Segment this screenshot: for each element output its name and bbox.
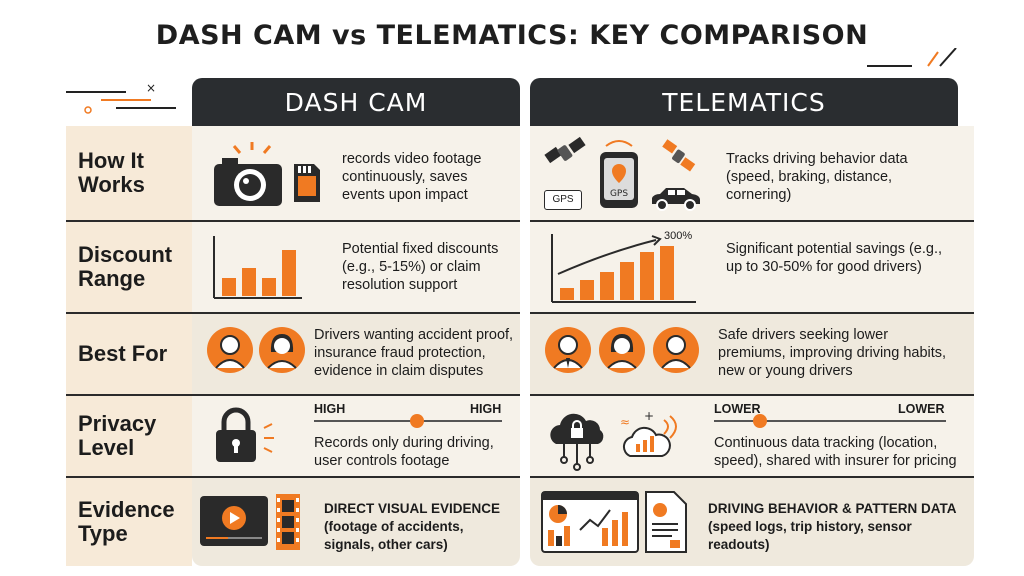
gps-label: GPS [610, 189, 628, 199]
person-icon [545, 327, 591, 373]
row-label-discount-range: Discount Range [66, 222, 192, 314]
decorative-lines-right [867, 48, 957, 67]
sd-card-icon [294, 164, 320, 202]
cloud-lock-icon [550, 413, 604, 471]
telematics-best-for-text: Safe drivers seeking lower premiums, imp… [718, 327, 947, 379]
dash-privacy-scale-knob [410, 414, 425, 428]
person-icon [207, 327, 253, 373]
report-icon [645, 491, 687, 553]
tele-privacy-scale-right: LOWER [898, 402, 945, 416]
satellite-icon [662, 139, 696, 172]
decorative-lines-left: × [66, 81, 176, 114]
dash-cam-privacy-level-cell: HIGH HIGH Records only during driving, u… [192, 396, 520, 478]
dash-cam-discount-range-cell: Potential fixed discounts (e.g., 5-15%) … [192, 222, 520, 314]
telematics-discount-range-cell: 300% Significant potential savings (e.g.… [530, 222, 974, 314]
telematics-how-it-works-text: Tracks driving behavior data (speed, bra… [726, 151, 908, 203]
telematics-privacy-level-text: Continuous data tracking (location, spee… [714, 435, 957, 469]
film-strip-icon [276, 494, 300, 550]
tele-privacy-scale-knob [753, 414, 768, 428]
column-header-telematics: TELEMATICS [530, 78, 958, 126]
tele-privacy-scale-track [714, 414, 946, 428]
dash-cam-privacy-level-text: Records only during driving, user contro… [314, 435, 494, 469]
dashboard-icon [541, 491, 639, 553]
video-player-icon [200, 496, 268, 546]
telematics-privacy-level-cell: ≈ + LOWER LOWER Continuous data tracking… [530, 396, 974, 478]
dash-cam-how-it-works-text: records video footage continuously, save… [342, 151, 482, 203]
row-label-privacy-level: Privacy Level [66, 396, 192, 478]
telematics-how-it-works-cell: GPS GPS Tracks driving behavior data (sp… [530, 126, 974, 222]
dash-cam-evidence-type-text: DIRECT VISUAL EVIDENCE (footage of accid… [324, 501, 501, 552]
dash-cam-how-it-works-cell: records video footage continuously, save… [192, 126, 520, 222]
camera-icon [214, 142, 282, 206]
dash-cam-evidence-type-cell: DIRECT VISUAL EVIDENCE (footage of accid… [192, 478, 520, 566]
dash-privacy-scale-track [314, 414, 502, 428]
rising-bar-chart-icon [551, 234, 696, 303]
gps-box: GPS [544, 190, 582, 210]
padlock-icon [216, 407, 274, 462]
svg-text:≈: ≈ [620, 415, 630, 429]
cloud-signal-icon: ≈ + [620, 410, 677, 457]
gps-box-label: GPS [552, 194, 574, 205]
telematics-evidence-type-text: DRIVING BEHAVIOR & PATTERN DATA (speed l… [708, 501, 956, 552]
svg-text:×: × [146, 81, 156, 95]
row-label-best-for: Best For [66, 314, 192, 396]
dash-cam-best-for-cell: Drivers wanting accident proof, insuranc… [192, 314, 520, 396]
dash-cam-discount-range-text: Potential fixed discounts (e.g., 5-15%) … [342, 241, 499, 293]
person-icon [599, 327, 645, 373]
row-label-evidence-type: Evidence Type [66, 478, 192, 566]
telematics-best-for-cell: Safe drivers seeking lower premiums, imp… [530, 314, 974, 396]
dash-privacy-scale-right: HIGH [470, 402, 502, 416]
car-icon [652, 188, 700, 211]
person-icon [259, 327, 305, 373]
row-label-how-it-works: How It Works [66, 126, 192, 222]
telematics-evidence-type-cell: DRIVING BEHAVIOR & PATTERN DATA (speed l… [530, 478, 974, 566]
column-header-dash-cam: DASH CAM [192, 78, 520, 126]
dash-privacy-scale-left: HIGH [314, 402, 346, 416]
tele-privacy-scale-left: LOWER [714, 402, 761, 416]
satellite-icon [544, 136, 586, 164]
page-title: DASH CAM vs TELEMATICS: KEY COMPARISON [155, 20, 869, 51]
svg-text:+: + [644, 410, 654, 423]
bar-chart-icon [213, 236, 302, 299]
chart-label: 300% [664, 230, 693, 242]
telematics-discount-range-text: Significant potential savings (e.g., up … [726, 241, 943, 275]
gps-device-icon: GPS [600, 140, 638, 208]
person-icon [653, 327, 699, 373]
dash-cam-best-for-text: Drivers wanting accident proof, insuranc… [314, 327, 514, 379]
